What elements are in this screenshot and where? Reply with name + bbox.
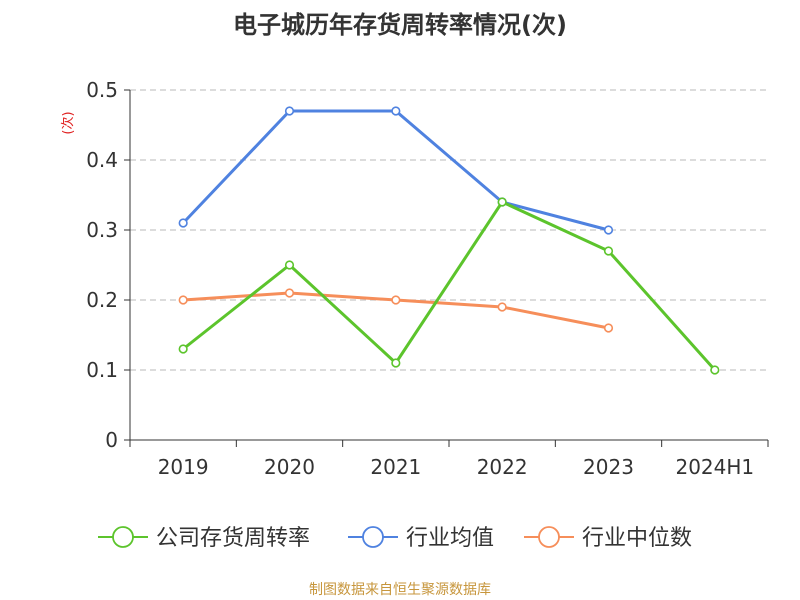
y-tick-label: 0: [105, 428, 118, 452]
series-line: [182, 200, 716, 371]
x-tick-label: 2020: [264, 455, 315, 479]
legend-label: 行业中位数: [582, 526, 692, 551]
x-tick-label: 2021: [370, 455, 421, 479]
data-point: [497, 302, 507, 312]
y-tick-label: 0.2: [86, 288, 118, 312]
data-point: [284, 288, 295, 298]
x-tick-label: 2023: [583, 455, 634, 479]
series-line: [182, 109, 609, 232]
data-point: [178, 218, 188, 228]
x-tick-label: 2022: [477, 455, 528, 479]
legend-item: 公司存货周转率: [98, 526, 310, 551]
legend-marker: [112, 526, 134, 548]
y-tick-label: 0.1: [86, 358, 118, 382]
gridlines: [130, 89, 768, 371]
series-1: [178, 106, 614, 235]
series-2: [178, 288, 614, 333]
data-point: [603, 225, 614, 235]
source-note: 制图数据来自恒生聚源数据库: [309, 582, 491, 598]
x-tick-label: 2019: [158, 455, 209, 479]
legend: 公司存货周转率 行业均值 行业中位数: [98, 526, 692, 551]
data-point: [391, 295, 401, 305]
axes: 0 0.1 0.2 0.3 0.4 0.5 2019 2020 2021 2022 2023 2024…: [86, 78, 769, 479]
data-point: [603, 323, 614, 333]
y-tick-label: 0.5: [86, 78, 118, 102]
legend-marker: [538, 526, 560, 548]
y-tick-label: 0.4: [86, 148, 118, 172]
legend-label: 公司存货周转率: [156, 526, 310, 551]
data-point: [178, 295, 188, 305]
legend-item: 行业均值: [348, 526, 494, 551]
legend-marker: [362, 526, 384, 548]
data-point: [710, 365, 720, 375]
data-point: [391, 358, 401, 368]
data-point: [284, 260, 295, 270]
series-lines: [178, 106, 720, 375]
data-point: [178, 344, 188, 354]
data-point: [391, 106, 401, 116]
series-0: [178, 197, 720, 375]
y-tick-label: 0.3: [86, 218, 118, 242]
data-point: [284, 106, 295, 116]
chart-title: 电子城历年存货周转率情况(次): [233, 11, 567, 39]
data-point: [603, 246, 614, 256]
y-axis-unit-label: (次): [60, 111, 76, 134]
legend-label: 行业均值: [406, 526, 494, 551]
legend-item: 行业中位数: [524, 526, 692, 551]
x-tick-label: 2024H1: [675, 455, 754, 479]
data-point: [497, 197, 507, 207]
